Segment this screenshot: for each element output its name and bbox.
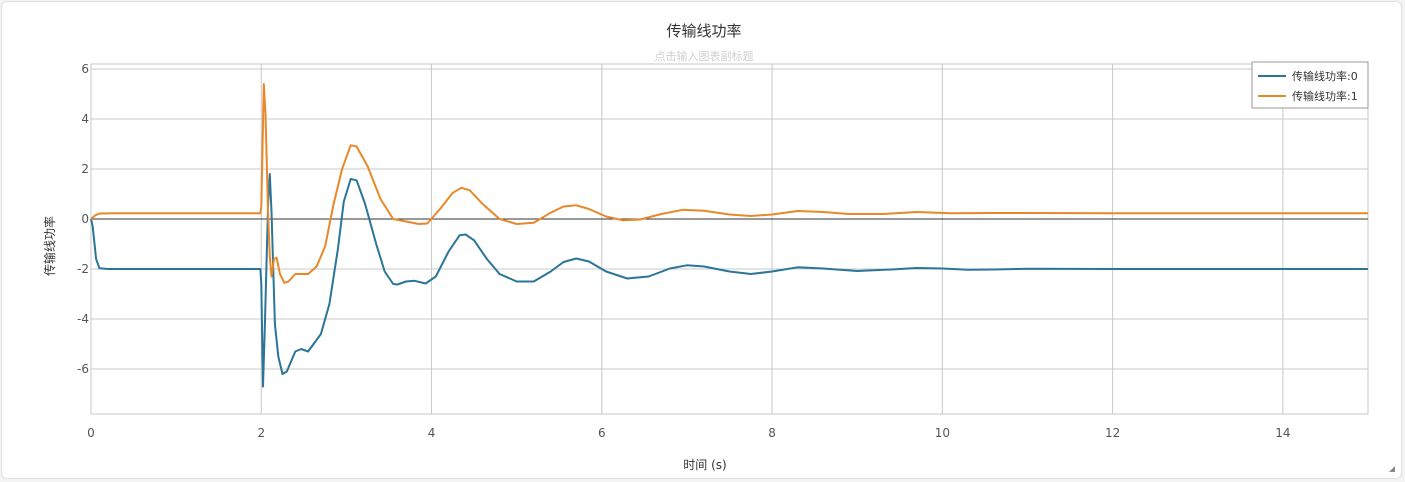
y-tick-label: -6 <box>77 362 89 376</box>
series-line-0 <box>90 173 1368 388</box>
tick-labels: 0 2 4 6 8 10 12 14 -6 -4 -2 0 2 4 6 <box>77 62 1290 440</box>
y-axis-label: 传输线功率 <box>42 216 57 276</box>
y-tick-label: 4 <box>81 112 89 126</box>
x-tick-label: 4 <box>428 426 436 440</box>
x-tick-label: 14 <box>1275 426 1290 440</box>
legend-label-0[interactable]: 传输线功率:0 <box>1292 69 1358 83</box>
chart-legend[interactable]: 传输线功率:0 传输线功率:1 <box>1251 61 1369 109</box>
chart-title: 传输线功率 <box>666 22 741 40</box>
x-tick-label: 2 <box>257 426 265 440</box>
x-tick-label: 6 <box>598 426 606 440</box>
y-tick-label: 2 <box>81 162 89 176</box>
x-axis-label: 时间 (s) <box>683 458 726 472</box>
series-line-1 <box>90 83 1368 284</box>
x-tick-label: 12 <box>1105 426 1120 440</box>
chart-subtitle[interactable]: 点击输入图表副标题 <box>655 49 754 63</box>
legend-box <box>1251 61 1369 109</box>
y-tick-label: -2 <box>77 262 89 276</box>
y-tick-label: -4 <box>77 312 89 326</box>
y-tick-label: 6 <box>81 62 89 76</box>
x-tick-label: 10 <box>935 426 950 440</box>
x-tick-label: 0 <box>87 426 95 440</box>
plot-area <box>90 63 1369 415</box>
resize-handle-icon[interactable] <box>1389 466 1395 472</box>
x-tick-label: 8 <box>768 426 776 440</box>
series-lines <box>90 83 1368 388</box>
grid-lines <box>90 63 1369 415</box>
y-tick-label: 0 <box>81 212 89 226</box>
legend-label-1[interactable]: 传输线功率:1 <box>1292 89 1358 103</box>
